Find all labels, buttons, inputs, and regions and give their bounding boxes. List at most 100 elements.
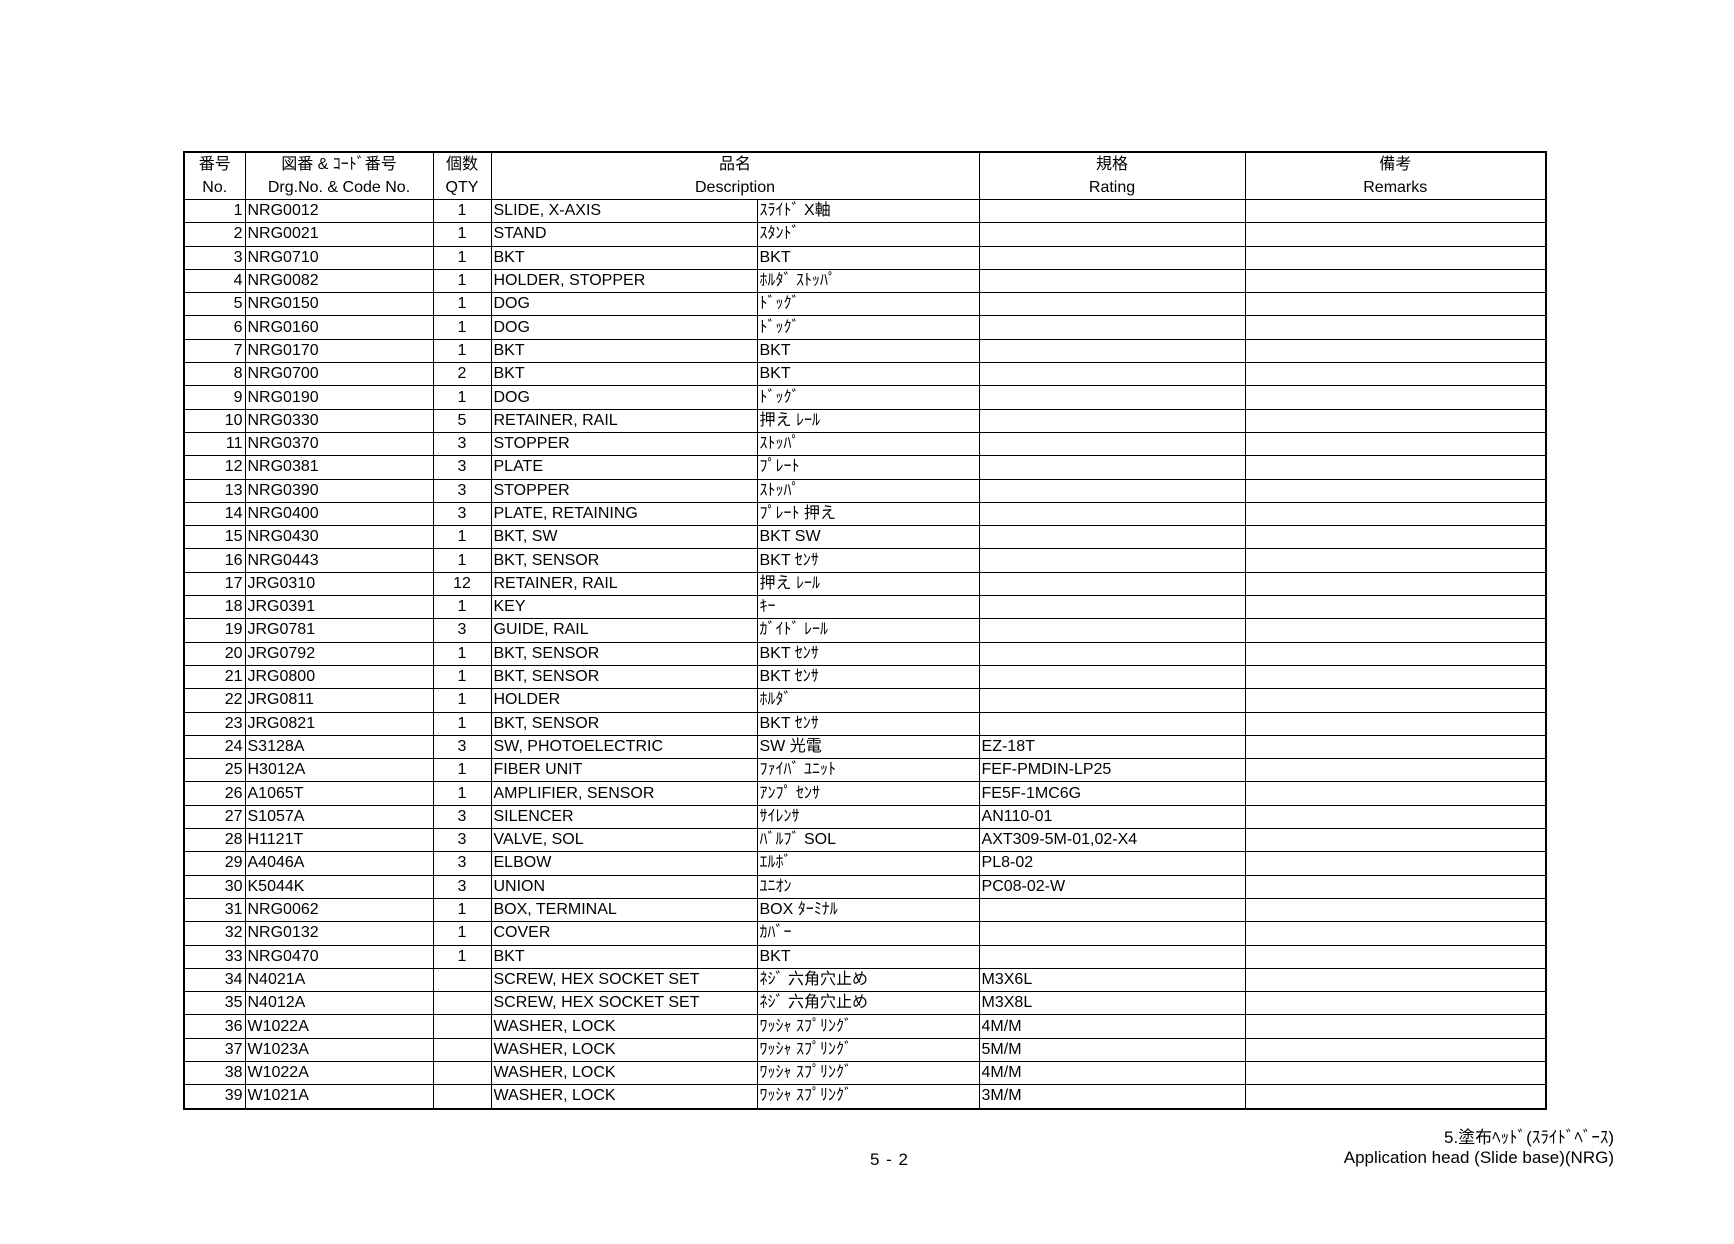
remarks-cell bbox=[1244, 828, 1547, 853]
remarks-cell bbox=[1244, 1060, 1547, 1086]
description-jp-cell: BOX ﾀｰﾐﾅﾙ bbox=[756, 897, 980, 923]
quantity-cell: 3 bbox=[432, 455, 492, 480]
remarks-cell bbox=[1244, 268, 1547, 294]
remarks-cell bbox=[1244, 245, 1547, 270]
remarks-cell bbox=[1244, 595, 1547, 620]
rating-cell: AN110-01 bbox=[978, 804, 1246, 830]
row-number-cell: 21 bbox=[183, 664, 246, 690]
description-en-cell: WASHER, LOCK bbox=[490, 1084, 758, 1110]
row-number-cell: 1 bbox=[183, 198, 246, 224]
rating-cell: PC08-02-W bbox=[978, 874, 1246, 899]
remarks-cell bbox=[1244, 688, 1547, 713]
description-jp-cell: BKT SW bbox=[756, 525, 980, 550]
remarks-cell bbox=[1244, 548, 1547, 573]
rating-cell: M3X6L bbox=[978, 967, 1246, 993]
description-en-cell: RETAINER, RAIL bbox=[490, 571, 758, 597]
rating-cell bbox=[978, 688, 1246, 713]
section-title-en: Application head (Slide base)(NRG) bbox=[1343, 1148, 1614, 1167]
quantity-cell bbox=[432, 1037, 492, 1062]
quantity-cell: 3 bbox=[432, 501, 492, 527]
table-row: 23 JRG0821 1 BKT, SENSOR BKT ｾﾝｻ bbox=[183, 711, 1547, 736]
rating-cell bbox=[978, 944, 1246, 969]
row-number-cell: 19 bbox=[183, 618, 246, 643]
quantity-cell: 1 bbox=[432, 245, 492, 270]
description-jp-cell: BKT ｾﾝｻ bbox=[756, 664, 980, 690]
code-number-cell: W1023A bbox=[244, 1037, 434, 1062]
header-code-en: Drg.No. & Code No. bbox=[244, 177, 434, 200]
code-number-cell: NRG0443 bbox=[244, 548, 434, 573]
row-number-cell: 15 bbox=[183, 525, 246, 550]
row-number-cell: 28 bbox=[183, 828, 246, 853]
quantity-cell: 3 bbox=[432, 734, 492, 760]
rating-cell bbox=[978, 338, 1246, 364]
quantity-cell: 1 bbox=[432, 758, 492, 783]
row-number-cell: 26 bbox=[183, 781, 246, 806]
code-number-cell: NRG0170 bbox=[244, 338, 434, 364]
code-number-cell: NRG0190 bbox=[244, 385, 434, 410]
rating-cell: FE5F-1MC6G bbox=[978, 781, 1246, 806]
quantity-cell bbox=[432, 1014, 492, 1039]
rating-cell bbox=[978, 897, 1246, 923]
rating-cell: AXT309-5M-01,02-X4 bbox=[978, 828, 1246, 853]
row-number-cell: 27 bbox=[183, 804, 246, 830]
rating-cell bbox=[978, 618, 1246, 643]
quantity-cell: 1 bbox=[432, 944, 492, 969]
rating-cell bbox=[978, 222, 1246, 247]
row-number-cell: 6 bbox=[183, 315, 246, 340]
table-row: 8 NRG0700 2 BKT BKT bbox=[183, 362, 1547, 387]
code-number-cell: NRG0082 bbox=[244, 268, 434, 294]
quantity-cell: 3 bbox=[432, 851, 492, 876]
code-number-cell: NRG0710 bbox=[244, 245, 434, 270]
description-jp-cell: BKT bbox=[756, 245, 980, 270]
quantity-cell: 1 bbox=[432, 548, 492, 573]
remarks-cell bbox=[1244, 1037, 1547, 1062]
rating-cell bbox=[978, 921, 1246, 946]
row-number-cell: 16 bbox=[183, 548, 246, 573]
table-row: 38 W1022A WASHER, LOCK ﾜｯｼｬ ｽﾌﾟﾘﾝｸﾞ 4M/M bbox=[183, 1060, 1547, 1086]
table-row: 22 JRG0811 1 HOLDER ﾎﾙﾀﾞ bbox=[183, 688, 1547, 713]
row-number-cell: 35 bbox=[183, 991, 246, 1016]
row-number-cell: 31 bbox=[183, 897, 246, 923]
description-jp-cell: ﾌﾟﾚｰﾄ bbox=[756, 455, 980, 480]
rating-cell bbox=[978, 245, 1246, 270]
remarks-cell bbox=[1244, 1014, 1547, 1039]
description-en-cell: HOLDER, STOPPER bbox=[490, 268, 758, 294]
description-en-cell: UNION bbox=[490, 874, 758, 899]
quantity-cell: 3 bbox=[432, 431, 492, 457]
code-number-cell: W1022A bbox=[244, 1060, 434, 1086]
description-en-cell: SILENCER bbox=[490, 804, 758, 830]
remarks-cell bbox=[1244, 781, 1547, 806]
code-number-cell: NRG0160 bbox=[244, 315, 434, 340]
rating-cell bbox=[978, 478, 1246, 503]
quantity-cell: 1 bbox=[432, 198, 492, 224]
header-row-jp: 番号 図番 & ｺｰﾄﾞ番号 個数 品名 規格 備考 bbox=[183, 151, 1547, 177]
table-row: 35 N4012A SCREW, HEX SOCKET SET ﾈｼﾞ 六角穴止め M3… bbox=[183, 991, 1547, 1016]
table-row: 16 NRG0443 1 BKT, SENSOR BKT ｾﾝｻ bbox=[183, 548, 1547, 573]
quantity-cell: 1 bbox=[432, 338, 492, 364]
description-en-cell: SW, PHOTOELECTRIC bbox=[490, 734, 758, 760]
table-row: 20 JRG0792 1 BKT, SENSOR BKT ｾﾝｻ bbox=[183, 641, 1547, 666]
row-number-cell: 30 bbox=[183, 874, 246, 899]
quantity-cell: 3 bbox=[432, 874, 492, 899]
description-jp-cell: ﾎﾙﾀﾞ bbox=[756, 688, 980, 713]
description-en-cell: SLIDE, X-AXIS bbox=[490, 198, 758, 224]
code-number-cell: A1065T bbox=[244, 781, 434, 806]
row-number-cell: 9 bbox=[183, 385, 246, 410]
code-number-cell: JRG0792 bbox=[244, 641, 434, 666]
description-jp-cell: ﾄﾞｯｸﾞ bbox=[756, 315, 980, 340]
description-jp-cell: ﾜｯｼｬ ｽﾌﾟﾘﾝｸﾞ bbox=[756, 1084, 980, 1110]
row-number-cell: 2 bbox=[183, 222, 246, 247]
row-number-cell: 38 bbox=[183, 1060, 246, 1086]
row-number-cell: 37 bbox=[183, 1037, 246, 1062]
remarks-cell bbox=[1244, 991, 1547, 1016]
header-rating-jp: 規格 bbox=[978, 151, 1246, 177]
description-en-cell: WASHER, LOCK bbox=[490, 1060, 758, 1086]
row-number-cell: 7 bbox=[183, 338, 246, 364]
code-number-cell: W1022A bbox=[244, 1014, 434, 1039]
code-number-cell: S1057A bbox=[244, 804, 434, 830]
description-en-cell: BKT bbox=[490, 362, 758, 387]
rating-cell bbox=[978, 292, 1246, 317]
table-row: 9 NRG0190 1 DOG ﾄﾞｯｸﾞ bbox=[183, 385, 1547, 410]
row-number-cell: 32 bbox=[183, 921, 246, 946]
remarks-cell bbox=[1244, 315, 1547, 340]
